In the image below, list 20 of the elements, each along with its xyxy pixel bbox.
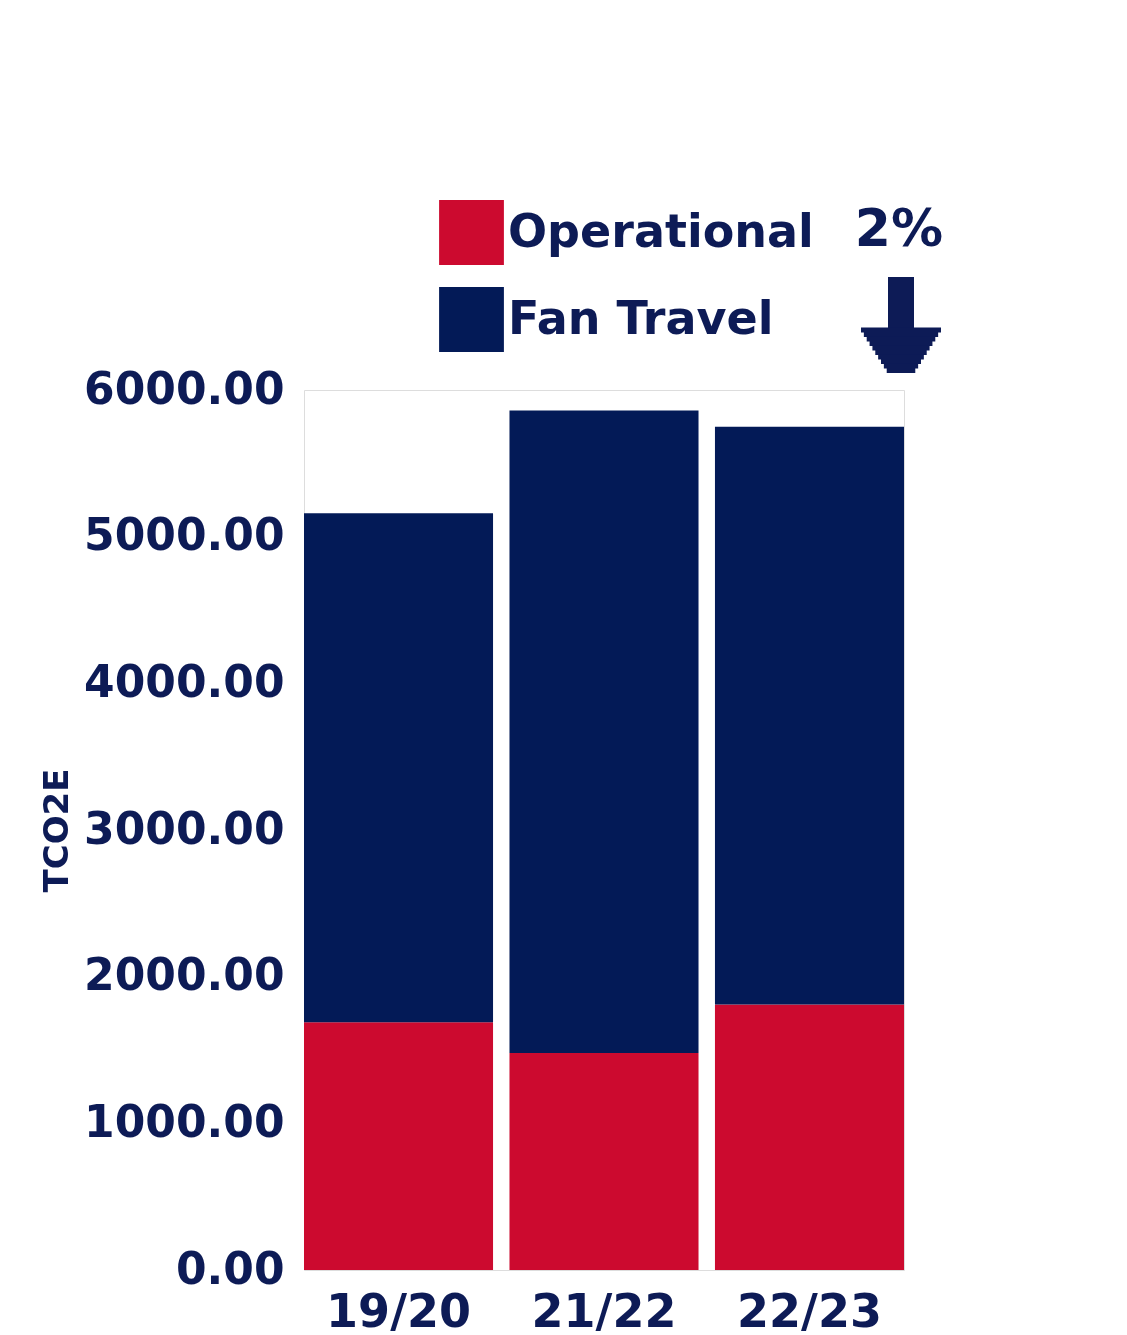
y-tick-label: 5000.00 bbox=[84, 509, 285, 561]
bar bbox=[714, 1004, 904, 1270]
y-axis-title: TCO2E bbox=[35, 768, 76, 893]
y-tick-label: 1000.00 bbox=[84, 1095, 285, 1147]
bar bbox=[304, 1022, 494, 1270]
x-tick-label: 19/20 bbox=[326, 1283, 471, 1335]
y-tick-label: 0.00 bbox=[175, 1242, 285, 1294]
bar bbox=[509, 1052, 699, 1270]
x-tick-label: 21/22 bbox=[531, 1283, 677, 1335]
legend-label: Operational bbox=[508, 203, 814, 258]
bar bbox=[509, 410, 699, 1053]
legend-label: Fan Travel bbox=[508, 290, 774, 345]
y-tick-label: 3000.00 bbox=[84, 802, 285, 854]
y-tick-label: 4000.00 bbox=[84, 655, 285, 707]
bar bbox=[714, 426, 904, 1005]
x-tick-label: 22/23 bbox=[737, 1283, 882, 1335]
y-tick-label: 6000.00 bbox=[84, 362, 285, 414]
text: 2% bbox=[854, 198, 944, 258]
y-tick-label: 2000.00 bbox=[84, 949, 285, 1001]
bar bbox=[304, 513, 494, 1023]
